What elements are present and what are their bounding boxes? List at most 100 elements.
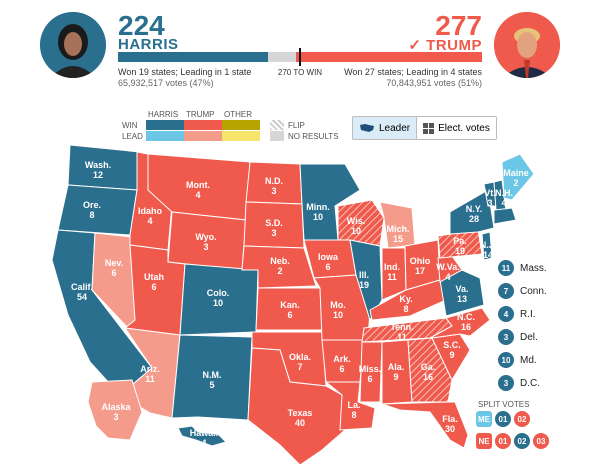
map-label-ill: Ill.19 [359,270,369,290]
map-label-ev: 3 [271,186,276,196]
map-label-ev: 30 [445,424,455,434]
small-state-dc[interactable]: 3 D.C. [498,375,547,391]
us-election-map: Wash.12Ore.8Calif.54Nev.6Idaho4Mont.4Wyo… [51,144,535,466]
split-row-ne: NE 01 02 03 [476,433,549,449]
map-label-ev: 8 [351,410,356,420]
map-label-ev: 19 [455,246,465,256]
map-label-wyo: Wyo.3 [195,232,216,252]
map-label-ev: 6 [151,282,156,292]
map-label-ev: 9 [393,372,398,382]
state-ak[interactable] [87,379,143,441]
map-label-va: Va.13 [455,284,468,304]
state-nm[interactable] [171,334,253,421]
small-state-ev: 3 [498,375,514,391]
map-label-abbr: Kan. [280,300,300,310]
split-ne-state[interactable]: NE [476,433,492,449]
state-ma-group[interactable] [493,207,517,225]
leader-toggle-button[interactable]: Leader [353,117,418,139]
map-label-ore: Ore.8 [83,200,101,220]
state-fl[interactable] [381,401,469,449]
map-label-abbr: La. [347,400,360,410]
harris-ev: 224 [118,10,165,41]
swatch-flip [270,120,284,130]
map-label-abbr: N.D. [265,176,283,186]
map-label-ev: 12 [93,170,103,180]
map-label-abbr: Ky. [399,294,412,304]
map-label-mont: Mont.4 [186,180,210,200]
small-state-name: Del. [520,331,538,343]
split-me-state[interactable]: ME [476,411,492,427]
ev-bar-harris [118,52,268,62]
map-label-tenn: Tenn.11 [390,322,413,342]
map-label-kan: Kan.6 [280,300,300,320]
small-state-items: 11 Mass. 7 Conn. 4 R.I. 3 Del. 10 Md. 3 D.C. [498,260,547,391]
map-label-ev: 3 [271,228,276,238]
state-la[interactable] [324,381,376,431]
legend-trump: TRUMP [186,110,215,119]
map-label-ev: 11 [387,272,397,282]
map-label-ev: 11 [397,332,407,342]
harris-name: HARRIS [118,36,179,53]
split-me-d1[interactable]: 01 [495,411,511,427]
map-label-ev: 40 [295,418,305,428]
legend-flip: FLIP [288,121,305,130]
map-label-abbr: Ind. [384,262,400,272]
map-label-nj: N.J.14 [480,240,497,260]
map-label-ev: 14 [483,250,493,260]
state-mn[interactable] [299,163,361,241]
ev-bar-threshold-marker [299,48,301,66]
state-ny[interactable] [449,189,495,235]
small-state-del[interactable]: 3 Del. [498,329,547,345]
split-ne-d2[interactable]: 02 [514,433,530,449]
small-state-name: Md. [520,354,537,366]
state-or[interactable] [57,184,138,236]
state-me[interactable] [501,153,535,201]
elect-votes-toggle-label: Elect. votes [438,122,490,134]
split-ne-d1[interactable]: 01 [495,433,511,449]
state-nj[interactable] [481,231,493,261]
state-ms[interactable] [359,341,383,403]
map-label-ev: 6 [339,364,344,374]
map-label-ev: 4 [201,438,206,448]
map-label-ev: 5 [209,380,214,390]
map-icon [360,124,374,132]
small-state-ev: 7 [498,283,514,299]
map-label-ev: 28 [469,214,479,224]
map-label-vt: Vt.3 [484,188,496,208]
swatch-no-results [270,131,284,141]
swatch-trump-lead [184,131,222,141]
state-mi[interactable] [379,201,416,249]
map-label-abbr: W.Va. [436,262,460,272]
map-label-ev: 3 [113,412,118,422]
map-label-abbr: Okla. [289,352,311,362]
small-state-name: D.C. [520,377,540,389]
state-hi[interactable] [177,425,227,447]
small-state-mass[interactable]: 11 Mass. [498,260,547,276]
split-me-d2[interactable]: 02 [514,411,530,427]
threshold-label: 270 TO WIN [277,68,323,77]
map-label-ev: 16 [461,322,471,332]
state-ga[interactable] [407,337,453,403]
map-label-ev: 19 [359,280,369,290]
swatch-harris-win [146,120,184,130]
elect-votes-toggle-button[interactable]: Elect. votes [417,117,496,139]
map-label-ev: 13 [457,294,467,304]
map-label-nm: N.M.5 [203,370,222,390]
map-label-wva: W.Va.4 [436,262,460,282]
map-label-ev: 2 [513,178,518,188]
split-ne-d3[interactable]: 03 [533,433,549,449]
small-state-md[interactable]: 10 Md. [498,352,547,368]
map-label-abbr: Mo. [330,300,346,310]
map-label-abbr: Wash. [85,160,111,170]
state-nc[interactable] [429,307,491,339]
small-state-conn[interactable]: 7 Conn. [498,283,547,299]
map-label-ev: 54 [77,292,87,302]
map-label-ala: Ala.9 [388,362,405,382]
small-state-ri[interactable]: 4 R.I. [498,306,547,322]
map-label-ev: 7 [297,362,302,372]
swatch-other-lead [222,131,260,141]
